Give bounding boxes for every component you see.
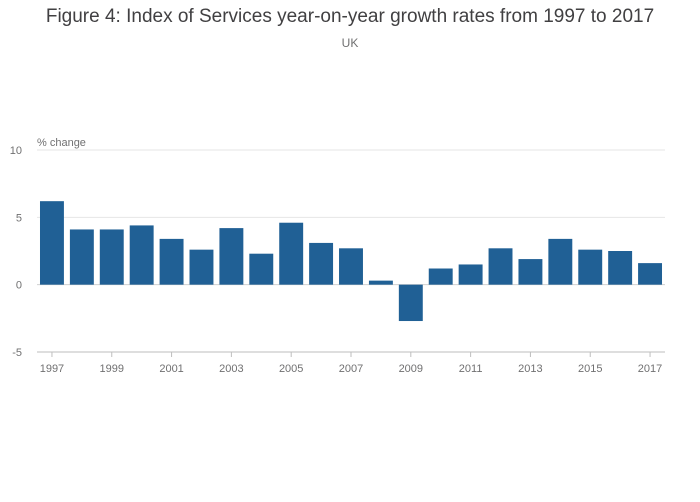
- x-tick-label: 2001: [159, 363, 183, 375]
- y-tick-label: -5: [12, 347, 22, 359]
- x-tick-label: 2015: [578, 363, 602, 375]
- bar-2000[interactable]: [129, 225, 154, 285]
- bar-2002[interactable]: [189, 249, 214, 285]
- bar-2009[interactable]: [398, 284, 423, 322]
- bar-2001[interactable]: [159, 238, 184, 285]
- x-tick-label: 2013: [518, 363, 542, 375]
- bar-2004[interactable]: [249, 253, 274, 285]
- x-tick-label: 1997: [40, 363, 64, 375]
- bar-2010[interactable]: [428, 268, 453, 285]
- bar-2011[interactable]: [458, 264, 483, 285]
- x-axis: 1997 1999 2001 2003 2005 2007 2009 2011 2013 2015…: [37, 351, 665, 375]
- y-tick-label: 0: [16, 280, 22, 292]
- bar-2012[interactable]: [488, 248, 513, 285]
- bar-1998[interactable]: [69, 229, 94, 285]
- x-tick-label: 1999: [100, 363, 124, 375]
- bar-2008[interactable]: [368, 280, 393, 285]
- bars: [39, 201, 663, 322]
- y-tick-label: 10: [10, 145, 22, 157]
- bar-2017[interactable]: [638, 263, 663, 285]
- bar-2014[interactable]: [548, 238, 573, 285]
- x-tick-label: 2011: [459, 363, 483, 375]
- y-axis-label: % change: [37, 137, 86, 149]
- bar-2016[interactable]: [608, 251, 633, 285]
- bar-2015[interactable]: [578, 249, 603, 285]
- x-tick-label: 2005: [279, 363, 303, 375]
- chart-title: Figure 4: Index of Services year-on-year…: [45, 6, 655, 27]
- bar-2007[interactable]: [339, 248, 363, 285]
- chart-subtitle: UK: [341, 36, 359, 50]
- bar-2005[interactable]: [279, 222, 304, 285]
- x-tick-label: 2009: [399, 363, 423, 375]
- bar-1997[interactable]: [39, 201, 64, 285]
- y-tick-label: 5: [16, 212, 22, 224]
- x-tick-label: 2017: [638, 363, 662, 375]
- y-axis-ticks: 10 5 0 -5: [10, 145, 22, 359]
- bar-2006[interactable]: [309, 242, 334, 285]
- bar-1999[interactable]: [99, 229, 124, 285]
- bar-2003[interactable]: [219, 228, 244, 285]
- x-tick-label: 2003: [219, 363, 243, 375]
- bar-2013[interactable]: [518, 259, 543, 285]
- x-tick-label: 2007: [339, 363, 363, 375]
